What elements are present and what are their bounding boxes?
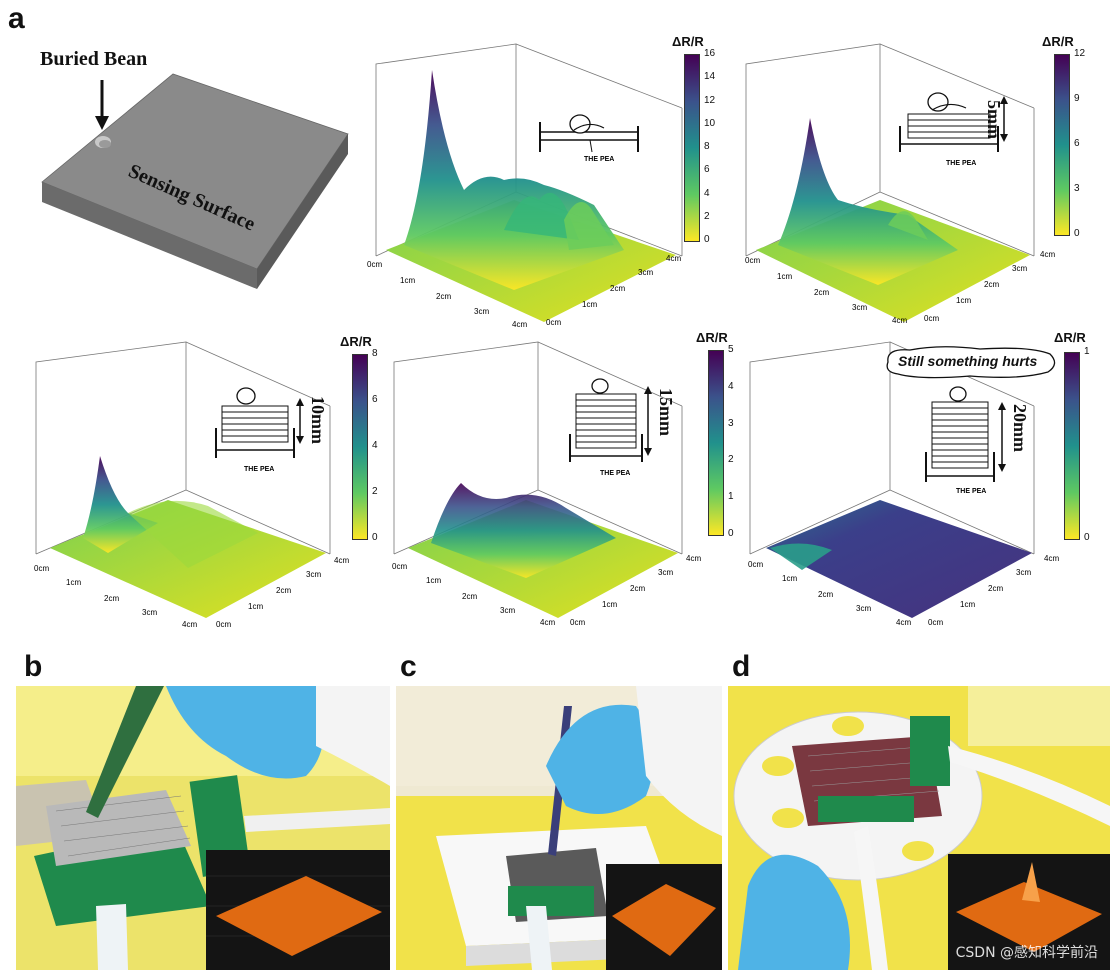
photo-b bbox=[16, 686, 390, 970]
cbar-1-tick: 9 bbox=[1074, 93, 1080, 104]
cbar-3-tick: 5 bbox=[728, 344, 734, 355]
cbar-3-tick: 3 bbox=[728, 417, 734, 429]
cbar-3-tick: 0 bbox=[728, 528, 734, 539]
cbar-3-tick: 2 bbox=[728, 454, 734, 466]
cbar-1-tick: 3 bbox=[1074, 183, 1080, 194]
height-label-3: 15mm bbox=[656, 388, 676, 436]
height-label-4: 20mm bbox=[1010, 404, 1030, 452]
cbar-4-title: ΔR/R bbox=[1054, 330, 1086, 345]
height-arrow-1 bbox=[998, 96, 1010, 142]
princess-pea-cartoon-4: THE PEA bbox=[920, 382, 1000, 500]
cbar-0-title: ΔR/R bbox=[672, 34, 704, 49]
cbar-0-tick: 2 bbox=[704, 210, 710, 222]
cbar-3-tick: 4 bbox=[728, 380, 734, 392]
cbar-1 bbox=[1054, 54, 1070, 236]
panel-label-c: c bbox=[400, 650, 417, 683]
height-label-2: 10mm bbox=[308, 396, 328, 444]
pea-label-3: THE PEA bbox=[600, 470, 631, 477]
cbar-2-tick: 6 bbox=[372, 394, 378, 405]
princess-pea-cartoon-0: THE PEA bbox=[534, 96, 644, 176]
cbar-0-tick: 4 bbox=[704, 187, 710, 199]
panel-label-a: a bbox=[8, 2, 25, 35]
buried-bean-label: Buried Bean bbox=[40, 48, 148, 70]
cbar-0-tick: 14 bbox=[704, 71, 716, 83]
surface-plot-3 bbox=[386, 338, 696, 628]
height-arrow-2 bbox=[294, 398, 306, 444]
cbar-2-tick: 2 bbox=[372, 486, 378, 497]
princess-pea-cartoon-3: THE PEA bbox=[566, 374, 646, 482]
cbar-0-tick: 12 bbox=[704, 94, 716, 106]
pea-label-0: THE PEA bbox=[584, 156, 615, 163]
surface-plot-0 bbox=[364, 40, 724, 330]
cbar-3-title: ΔR/R bbox=[696, 330, 728, 345]
cbar-0 bbox=[684, 54, 700, 242]
photo-d: CSDN @感知科学前沿 bbox=[728, 686, 1110, 970]
cbar-3 bbox=[708, 350, 724, 536]
cbar-2-tick: 8 bbox=[372, 348, 378, 359]
cbar-0-tick: 10 bbox=[704, 117, 716, 129]
pea-label-1: THE PEA bbox=[946, 160, 977, 167]
sensing-surface-schematic: Buried Bean Sensing Surface bbox=[30, 44, 350, 314]
speech-bubble: Still something hurts bbox=[880, 346, 1060, 380]
cbar-0-tick: 0 bbox=[704, 234, 710, 245]
cbar-1-title: ΔR/R bbox=[1042, 34, 1074, 49]
surface-plot-2 bbox=[28, 338, 348, 628]
cbar-4-tick: 1 bbox=[1084, 346, 1090, 357]
cbar-0-tick: 8 bbox=[704, 141, 710, 152]
cbar-1-tick: 12 bbox=[1074, 48, 1086, 59]
princess-pea-cartoon-1: THE PEA bbox=[894, 80, 1004, 176]
cbar-0-tick: 16 bbox=[704, 48, 716, 59]
watermark: CSDN @感知科学前沿 bbox=[955, 945, 1098, 961]
cbar-0-tick: 6 bbox=[704, 164, 710, 176]
surface-plot-4 bbox=[742, 338, 1052, 628]
photo-c bbox=[396, 686, 722, 970]
height-arrow-3 bbox=[642, 386, 654, 456]
cbar-2-tick: 0 bbox=[372, 532, 378, 543]
cbar-1-tick: 0 bbox=[1074, 228, 1080, 239]
cbar-1-tick: 6 bbox=[1074, 138, 1080, 149]
cbar-4-tick: 0 bbox=[1084, 532, 1090, 543]
height-label-1: 5mm bbox=[984, 100, 1004, 139]
surface-plot-1 bbox=[738, 40, 1048, 330]
speech-text: Still something hurts bbox=[898, 353, 1038, 369]
panel-label-d: d bbox=[732, 650, 751, 683]
cbar-2 bbox=[352, 354, 368, 540]
cbar-2-tick: 4 bbox=[372, 440, 378, 451]
cbar-4 bbox=[1064, 352, 1080, 540]
pea-label-4: THE PEA bbox=[956, 488, 987, 495]
princess-pea-cartoon-2: THE PEA bbox=[212, 378, 298, 478]
cbar-2-title: ΔR/R bbox=[340, 334, 372, 349]
pea-label-2: THE PEA bbox=[244, 466, 275, 473]
panel-label-b: b bbox=[24, 650, 43, 683]
cbar-3-tick: 1 bbox=[728, 491, 734, 503]
height-arrow-4 bbox=[996, 402, 1008, 472]
